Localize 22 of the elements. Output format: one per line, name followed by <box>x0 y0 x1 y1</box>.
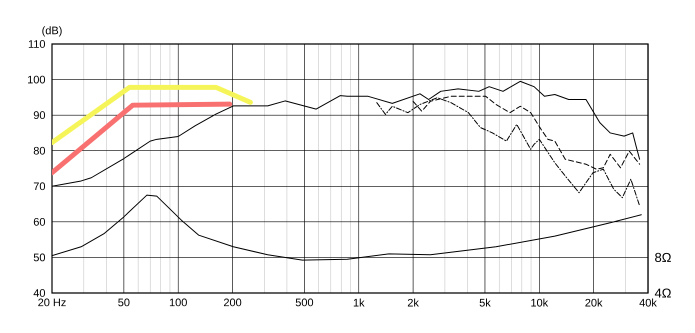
x-tick-label: 2k <box>408 298 419 306</box>
y2-tick-label: 4Ω <box>654 288 671 298</box>
y-tick-label: 100 <box>28 76 46 84</box>
x-tick-label: 50 <box>118 298 130 306</box>
y-tick-label: 70 <box>34 182 46 190</box>
y-tick-label: 90 <box>34 111 46 120</box>
x-tick-label: 1k <box>354 298 365 306</box>
x-tick-label: 20k <box>585 298 603 307</box>
x-tick-label: 200 <box>224 298 242 306</box>
x-tick-label: 100 <box>170 298 187 306</box>
y-tick-label: 80 <box>34 146 46 155</box>
x-tick-label: 5k <box>480 298 491 307</box>
x-tick-label: 40k <box>639 298 657 307</box>
y-tick-label: 60 <box>34 218 46 226</box>
x-tick-label: 500 <box>296 298 314 306</box>
x-tick-label: 20 Hz <box>38 298 66 306</box>
y-tick-label: 110 <box>28 40 46 48</box>
y-tick-label: 40 <box>34 289 46 297</box>
x-tick-label: 10k <box>531 298 548 307</box>
y-tick-label: 50 <box>34 254 46 262</box>
y2-tick-label: 8Ω <box>655 252 671 262</box>
y-axis-title: (dB) <box>42 26 62 36</box>
